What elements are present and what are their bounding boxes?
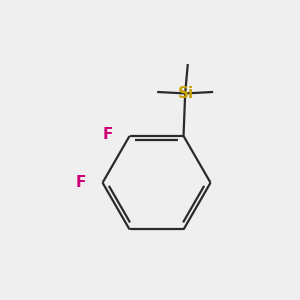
- Text: F: F: [76, 175, 86, 190]
- Text: F: F: [103, 127, 113, 142]
- Text: Si: Si: [178, 86, 194, 101]
